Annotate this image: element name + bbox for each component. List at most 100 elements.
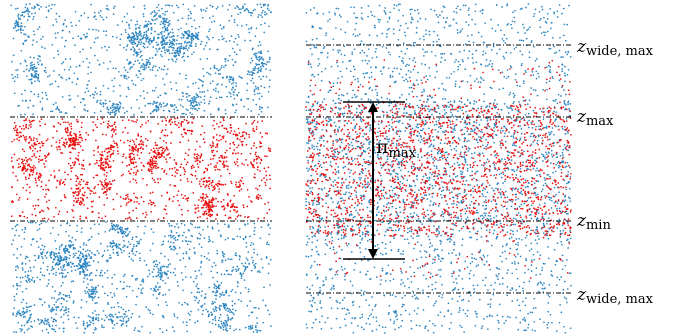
particle [75,24,77,27]
particle [76,224,79,227]
particle [236,215,239,218]
particle [156,166,159,169]
particle [214,317,216,320]
particle [143,26,145,28]
particle [165,92,167,95]
particle [128,24,130,27]
particle [240,152,243,155]
particle [182,48,185,50]
particle [216,252,219,255]
particle [64,19,66,21]
particle [229,200,232,203]
particle [118,227,120,230]
particle [26,328,29,331]
particle [72,204,75,207]
particle [224,112,227,115]
particle [134,254,137,257]
particle [162,23,165,25]
particle [138,62,141,64]
particle [109,166,112,168]
particle [207,240,210,243]
particle [188,100,191,103]
particle [111,296,114,299]
particle [232,64,235,67]
particle [236,138,239,140]
particle [431,244,433,247]
particle [228,19,231,22]
particle [30,159,32,161]
particle [466,170,469,172]
particle [148,152,151,154]
particle [368,141,370,144]
particle [116,228,118,230]
particle [106,197,108,199]
particle [34,80,36,83]
particle [56,32,59,34]
particle [95,29,97,31]
particle [72,300,75,302]
particle [265,63,268,66]
particle [110,318,112,320]
particle [220,320,223,323]
particle [475,265,478,267]
particle [18,104,20,107]
particle [269,79,271,81]
particle [194,211,197,214]
particle [105,166,108,168]
particle [244,216,246,218]
particle [181,279,184,281]
particle [228,76,231,78]
particle [186,96,188,98]
particle [144,20,147,23]
particle [175,162,178,165]
particle [153,36,155,39]
particle [33,65,36,68]
particle [27,15,30,18]
particle [261,64,264,67]
particle [233,205,236,208]
particle [17,21,20,23]
particle [495,274,498,277]
particle [315,211,317,213]
particle [57,108,60,111]
particle [70,270,73,272]
particle [269,150,272,153]
particle [112,252,115,254]
particle [200,40,203,43]
particle [132,6,135,8]
particle [15,193,18,196]
particle [204,293,207,295]
particle [154,156,157,159]
particle [209,158,212,160]
particle [226,323,228,326]
particle [216,143,219,146]
particle [168,39,171,42]
particle [199,155,202,158]
particle [72,280,75,282]
particle [207,206,210,209]
particle [243,131,245,133]
particle [260,14,262,17]
particle [372,316,375,319]
particle [48,4,50,7]
particle [136,20,139,23]
particle [11,243,13,246]
particle [268,233,271,236]
particle [171,326,174,328]
particle [183,118,186,121]
particle [145,61,148,64]
particle [229,210,232,212]
particle [41,141,43,143]
particle [158,9,160,12]
particle [498,48,501,51]
particle [230,129,233,132]
particle [60,199,62,202]
particle [388,17,391,20]
particle [88,294,91,297]
particle [230,311,233,313]
particle [137,329,139,332]
particle [34,221,37,224]
particle [94,54,96,57]
particle [122,246,124,249]
particle [439,260,442,263]
